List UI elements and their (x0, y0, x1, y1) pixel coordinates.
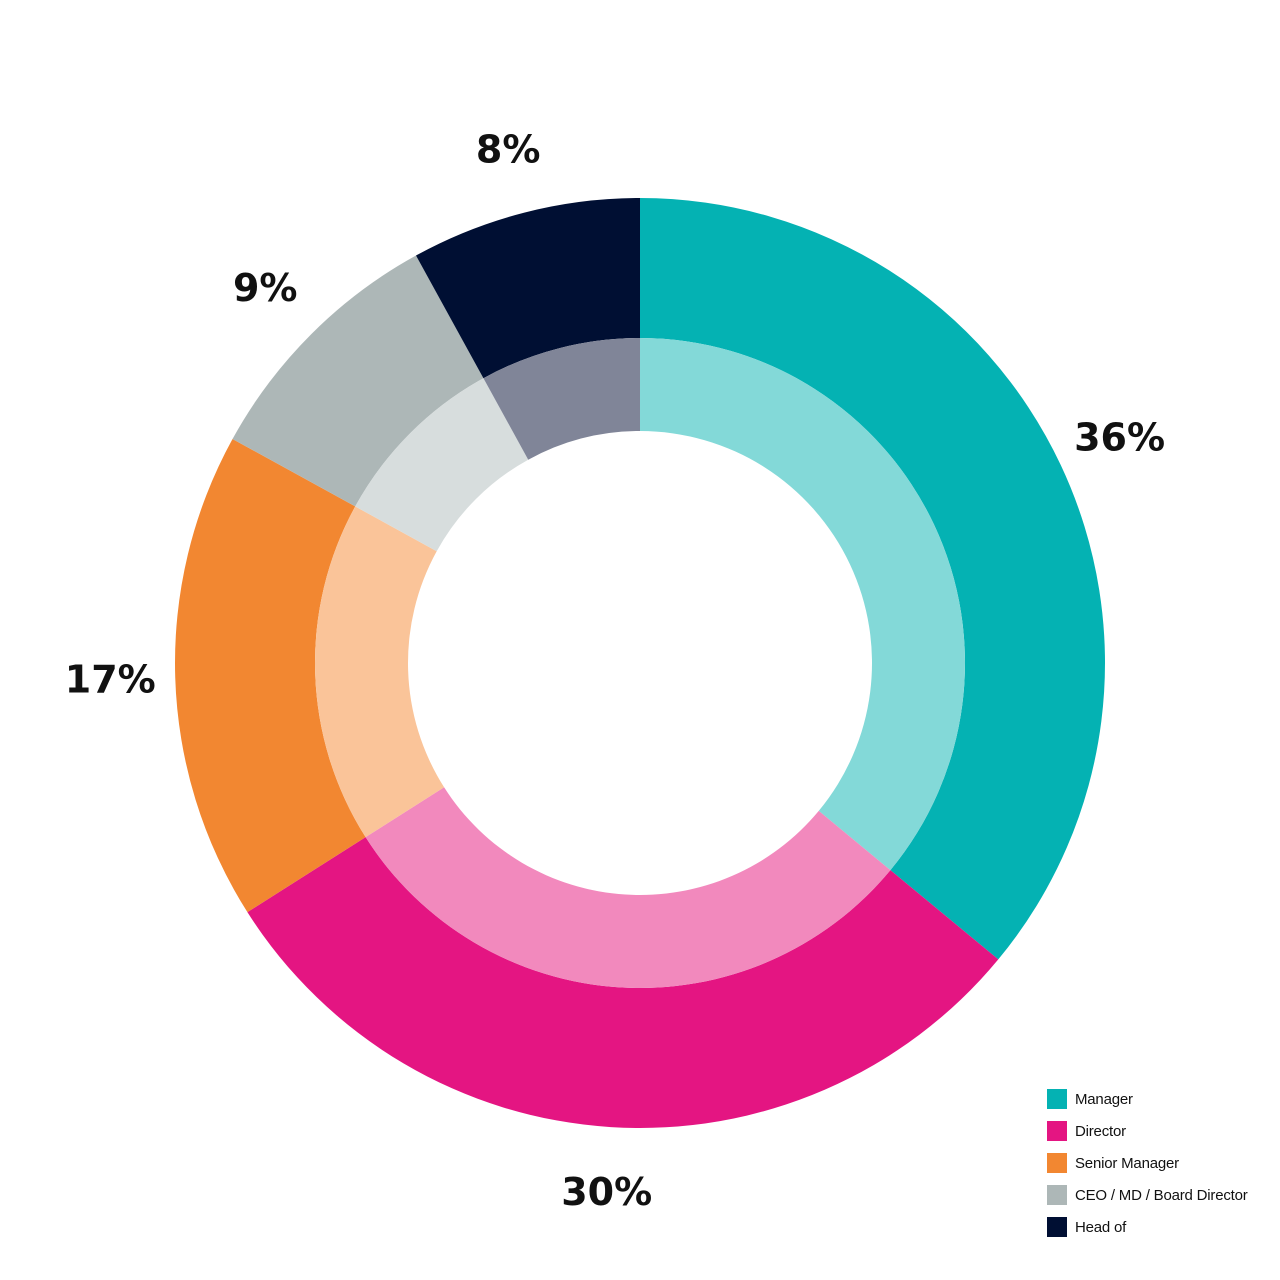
legend-item-senior-manager: Senior Manager (1047, 1152, 1248, 1174)
slice-outer-ceo-md-board-director (232, 255, 484, 507)
legend-item-manager: Manager (1047, 1088, 1248, 1110)
slice-outer-senior-manager (174, 438, 366, 913)
legend-swatch-senior-manager (1047, 1153, 1067, 1173)
percent-label-head-of: 8% (476, 128, 541, 172)
slice-outer-manager (640, 198, 1105, 960)
percent-label-ceo-md-board-director: 9% (233, 266, 298, 310)
slice-outer-head-of (415, 198, 640, 379)
legend-item-ceo-md-board-director: CEO / MD / Board Director (1047, 1184, 1248, 1206)
outer-ring (174, 198, 1105, 1129)
slice-inner-director (365, 787, 891, 988)
legend-swatch-director (1047, 1121, 1067, 1141)
legend-item-head-of: Head of (1047, 1216, 1248, 1238)
legend-swatch-ceo-md-board-director (1047, 1185, 1067, 1205)
legend-label-director: Director (1075, 1122, 1126, 1140)
slice-inner-senior-manager (315, 506, 445, 838)
slice-outer-director (247, 837, 999, 1129)
legend: Manager Director Senior Manager CEO / MD… (1047, 1088, 1248, 1248)
legend-item-director: Director (1047, 1120, 1248, 1142)
slice-inner-ceo-md-board-director (355, 378, 529, 552)
percent-label-director: 30% (561, 1170, 652, 1214)
legend-label-senior-manager: Senior Manager (1075, 1154, 1179, 1172)
legend-swatch-head-of (1047, 1217, 1067, 1237)
inner-ring (315, 338, 965, 988)
percent-label-manager: 36% (1074, 415, 1165, 459)
legend-label-manager: Manager (1075, 1090, 1133, 1108)
percent-labels: 36% 30% 17% 9% 8% (65, 128, 1165, 1214)
percent-label-senior-manager: 17% (65, 658, 156, 702)
legend-swatch-manager (1047, 1089, 1067, 1109)
legend-label-ceo-md-board-director: CEO / MD / Board Director (1075, 1186, 1248, 1204)
slice-inner-manager (640, 338, 965, 871)
legend-label-head-of: Head of (1075, 1218, 1127, 1236)
slice-inner-head-of (483, 338, 640, 460)
